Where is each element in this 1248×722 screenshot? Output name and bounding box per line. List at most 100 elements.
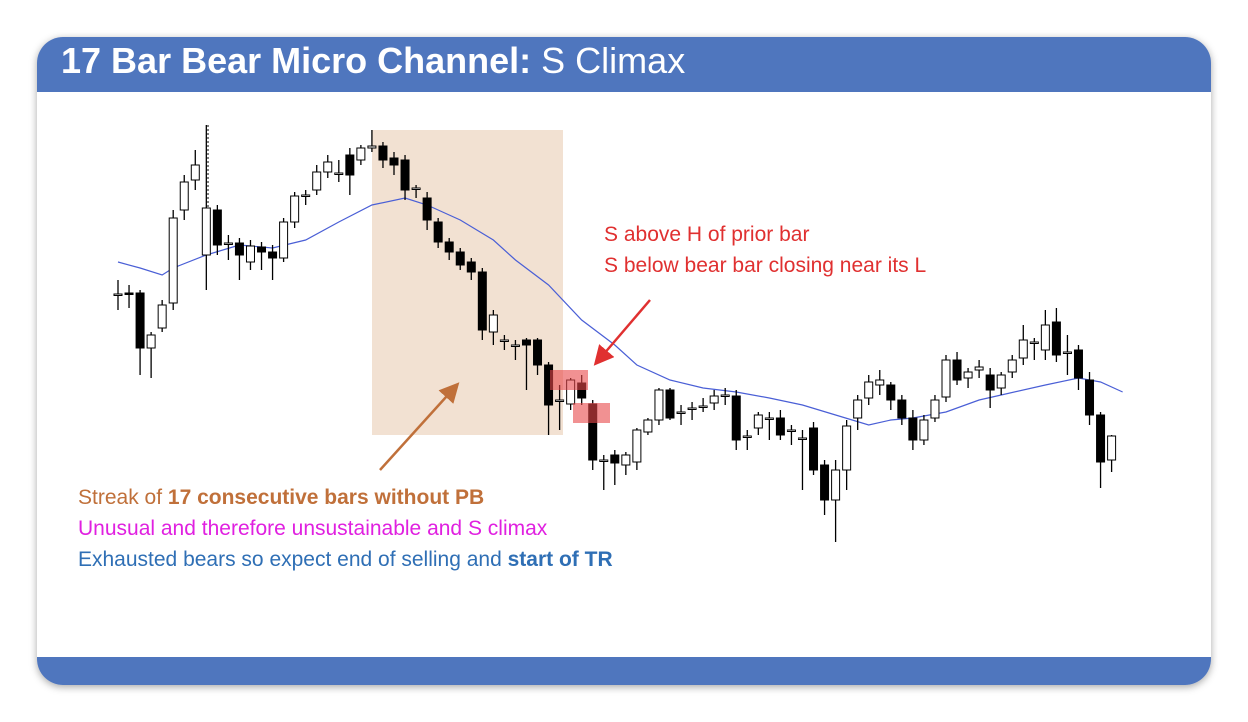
annotation: Exhausted bears so expect end of selling… <box>78 548 613 571</box>
candle-body <box>135 292 145 349</box>
annotation-bold: start of TR <box>508 548 613 571</box>
candle-body <box>875 379 885 386</box>
candle-body <box>389 157 399 166</box>
signal-box <box>550 370 588 390</box>
candle-body <box>555 399 565 402</box>
candle-body <box>1096 414 1106 463</box>
candle-body <box>753 414 763 429</box>
title-bold: 17 Bar Bear Micro Channel: <box>61 40 532 81</box>
candle-body <box>886 384 896 401</box>
candle-body <box>444 241 454 253</box>
candle-body <box>897 399 907 419</box>
candle-body <box>687 407 697 410</box>
candle-body <box>930 399 940 419</box>
candle-body <box>179 181 189 211</box>
candle-body <box>1062 351 1072 354</box>
candle-body <box>853 399 863 419</box>
candle-body <box>157 304 167 329</box>
candle-body <box>223 242 233 245</box>
candle-body <box>963 371 973 379</box>
candle-body <box>654 389 664 421</box>
candle-body <box>1029 341 1039 344</box>
candle-body <box>632 429 642 463</box>
candle-body <box>146 334 156 349</box>
candle-body <box>1085 379 1095 416</box>
candle-body <box>742 435 752 438</box>
candle-body <box>610 454 620 464</box>
candle-body <box>533 339 543 366</box>
candle-body <box>720 394 730 397</box>
candle-body <box>510 344 520 347</box>
candle-body <box>367 145 377 149</box>
candle-body <box>1051 321 1061 356</box>
annotation: Unusual and therefore unsustainable and … <box>78 517 548 540</box>
candle-body <box>985 374 995 391</box>
candle-body <box>797 437 807 440</box>
candle-body <box>477 271 487 331</box>
candle-body <box>665 389 675 419</box>
candle-body <box>400 159 410 191</box>
candle-body <box>809 427 819 471</box>
candle-body <box>268 251 278 259</box>
candle-body <box>864 381 874 399</box>
candle-body <box>919 419 929 441</box>
candle-body <box>312 171 322 191</box>
candle-body <box>643 419 653 433</box>
candle-body <box>996 374 1006 389</box>
candle-body <box>201 207 211 256</box>
title-rest: S Climax <box>541 40 686 81</box>
candle-body <box>952 359 962 381</box>
arrow <box>593 299 651 366</box>
annotation: S below bear bar closing near its L <box>604 254 926 277</box>
candle-body <box>731 395 741 441</box>
arrow <box>379 382 460 471</box>
candle-body <box>676 411 686 414</box>
candle-body <box>842 425 852 471</box>
candle-body <box>908 417 918 441</box>
candle-body <box>290 195 300 223</box>
candle-body <box>941 359 951 398</box>
candle-body <box>1018 339 1028 359</box>
header: 17 Bar Bear Micro Channel: S Climax <box>37 37 1211 92</box>
annotation: S above H of prior bar <box>604 223 809 246</box>
annotation-part: Exhausted bears so expect end of selling… <box>78 548 508 571</box>
candle-body <box>124 292 134 295</box>
candle-body <box>488 314 498 333</box>
candle-body <box>466 261 476 273</box>
candle-body <box>245 245 255 263</box>
annotation: Streak of 17 consecutive bars without PB <box>78 486 484 509</box>
candle-body <box>301 194 311 197</box>
candle-body <box>356 147 366 161</box>
candle-body <box>212 209 222 246</box>
candle-body <box>1073 349 1083 379</box>
candle-body <box>599 459 609 462</box>
candle-body <box>323 161 333 173</box>
candle-body <box>709 395 719 404</box>
candle-body <box>113 293 123 296</box>
candle-body <box>831 469 841 501</box>
candle-body <box>345 154 355 176</box>
candle-body <box>820 464 830 501</box>
candle-body <box>621 454 631 466</box>
candle-body <box>499 339 509 342</box>
candle-body <box>257 246 267 253</box>
candle-body <box>190 164 200 181</box>
candle-body <box>455 251 465 266</box>
candle-body <box>1107 435 1117 461</box>
candle-body <box>411 187 421 190</box>
signal-box <box>573 403 610 423</box>
annotation-part: Streak of <box>78 486 168 509</box>
candle-body <box>698 405 708 408</box>
candle-body <box>1040 324 1050 351</box>
candle-body <box>422 197 432 221</box>
candle-body <box>764 417 774 420</box>
candle-body <box>433 221 443 243</box>
candle-body <box>521 339 531 346</box>
candle-body <box>378 145 388 161</box>
candle-body <box>168 217 178 304</box>
candle-body <box>279 221 289 259</box>
candle-body <box>786 429 796 432</box>
candle-body <box>1007 359 1017 373</box>
